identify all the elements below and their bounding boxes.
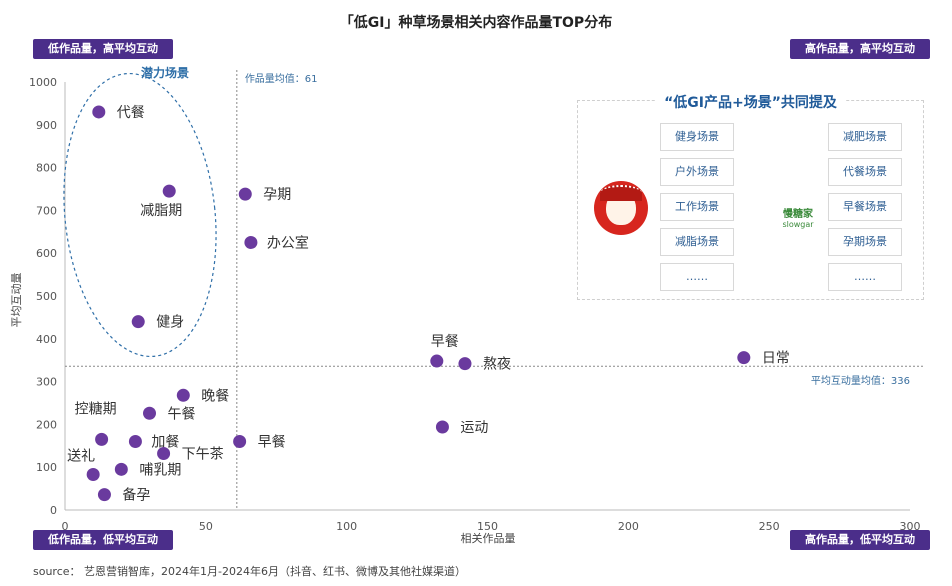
quadrant-label-top-left: 低作品量，高平均互动 [33,39,173,59]
data-point [92,105,106,119]
brand-name-cn: 慢糖家 [783,209,813,220]
x-mean-label: 作品量均值：61 [245,72,318,85]
data-point-label: 下午茶 [182,447,224,463]
data-point [238,187,252,201]
data-point [95,432,109,446]
source-note: source： 艺恩营销智库，2024年1月-2024年6月（抖音、红书、微博及… [33,565,466,578]
opera-mask-logo-icon [594,181,648,235]
data-point-label: 熬夜 [483,357,511,373]
data-point [430,354,444,368]
data-point-label: 加餐 [151,435,179,451]
data-point-label: 哺乳期 [139,462,181,478]
data-point-label: 早餐 [431,334,459,350]
y-tick-label: 900 [36,119,57,132]
scene-item-right: 减肥场景 [828,123,902,151]
y-tick-label: 600 [36,247,57,260]
data-point-label: 日常 [762,351,790,367]
scene-item-left: 户外场景 [660,158,734,186]
x-axis-title: 相关作品量 [461,531,516,545]
data-point-label: 减脂期 [140,203,182,219]
data-point [86,467,100,481]
x-tick-label: 300 [900,520,921,533]
x-tick-label: 150 [477,520,498,533]
y-tick-label: 700 [36,204,57,217]
data-point [737,351,751,365]
data-point [233,435,247,449]
data-point [114,462,128,476]
data-point [162,184,176,198]
y-tick-label: 100 [36,461,57,474]
scene-item-left: 健身场景 [660,123,734,151]
x-tick-label: 100 [336,520,357,533]
y-axis-title: 平均互动量 [10,273,23,328]
scene-item-left: 减脂场景 [660,228,734,256]
y-tick-label: 800 [36,162,57,175]
x-tick-label: 50 [199,520,213,533]
x-tick-label: 0 [62,520,69,533]
scene-item-right: 早餐场景 [828,193,902,221]
data-point-label: 送礼 [67,448,95,464]
brand-logo: 慢糖家 slowgar [778,205,818,229]
data-point-label: 备孕 [122,487,150,504]
data-point-label: 午餐 [168,406,196,422]
data-point-label: 控糖期 [75,401,117,417]
y-tick-label: 300 [36,376,57,389]
data-point [244,236,258,249]
data-point-label: 代餐 [117,105,145,121]
y-tick-label: 0 [50,504,57,517]
data-point [176,388,190,402]
data-point-label: 健身 [156,315,184,331]
data-point-label: 早餐 [258,435,286,451]
y-tick-label: 200 [36,418,57,431]
potential-label: 潜力场景 [141,65,189,80]
data-point-label: 办公室 [267,235,309,252]
scene-item-right: 孕期场景 [828,228,902,256]
scene-mention-box: “低GI产品+场景”共同提及 慢糖家 slowgar 健身场景 户外场景 工作场景减… [577,95,924,300]
data-point [97,488,111,502]
y-tick-label: 400 [36,333,57,346]
quadrant-label-top-right: 高作品量，高平均互动 [790,39,930,59]
brand-name-en: slowgar [782,220,814,229]
quadrant-label-bottom-right: 高作品量，低平均互动 [790,530,930,550]
data-point [157,447,171,461]
scene-item-left: …… [660,263,734,291]
y-tick-label: 500 [36,290,57,303]
x-tick-label: 250 [759,520,780,533]
potential-ellipse [63,72,217,358]
data-point-label: 晚餐 [201,388,229,404]
data-point [143,406,156,420]
scene-box-title: “低GI产品+场景”共同提及 [656,95,845,111]
data-point [128,435,142,449]
chart-title: 「低GI」种草场景相关内容作品量TOP分布 [339,15,613,31]
quadrant-label-bottom-left: 低作品量，低平均互动 [33,530,173,550]
data-point-label: 运动 [460,420,488,436]
data-point [435,420,449,434]
data-point-label: 孕期 [263,187,291,203]
x-tick-label: 200 [618,520,639,533]
y-mean-label: 平均互动量均值：336 [811,374,910,387]
scene-item-right: 代餐场景 [828,158,902,186]
scene-item-right: …… [828,263,902,291]
scene-item-left: 工作场景 [660,193,734,221]
data-point [131,315,145,329]
data-point [458,357,472,371]
y-tick-label: 1000 [29,76,57,89]
